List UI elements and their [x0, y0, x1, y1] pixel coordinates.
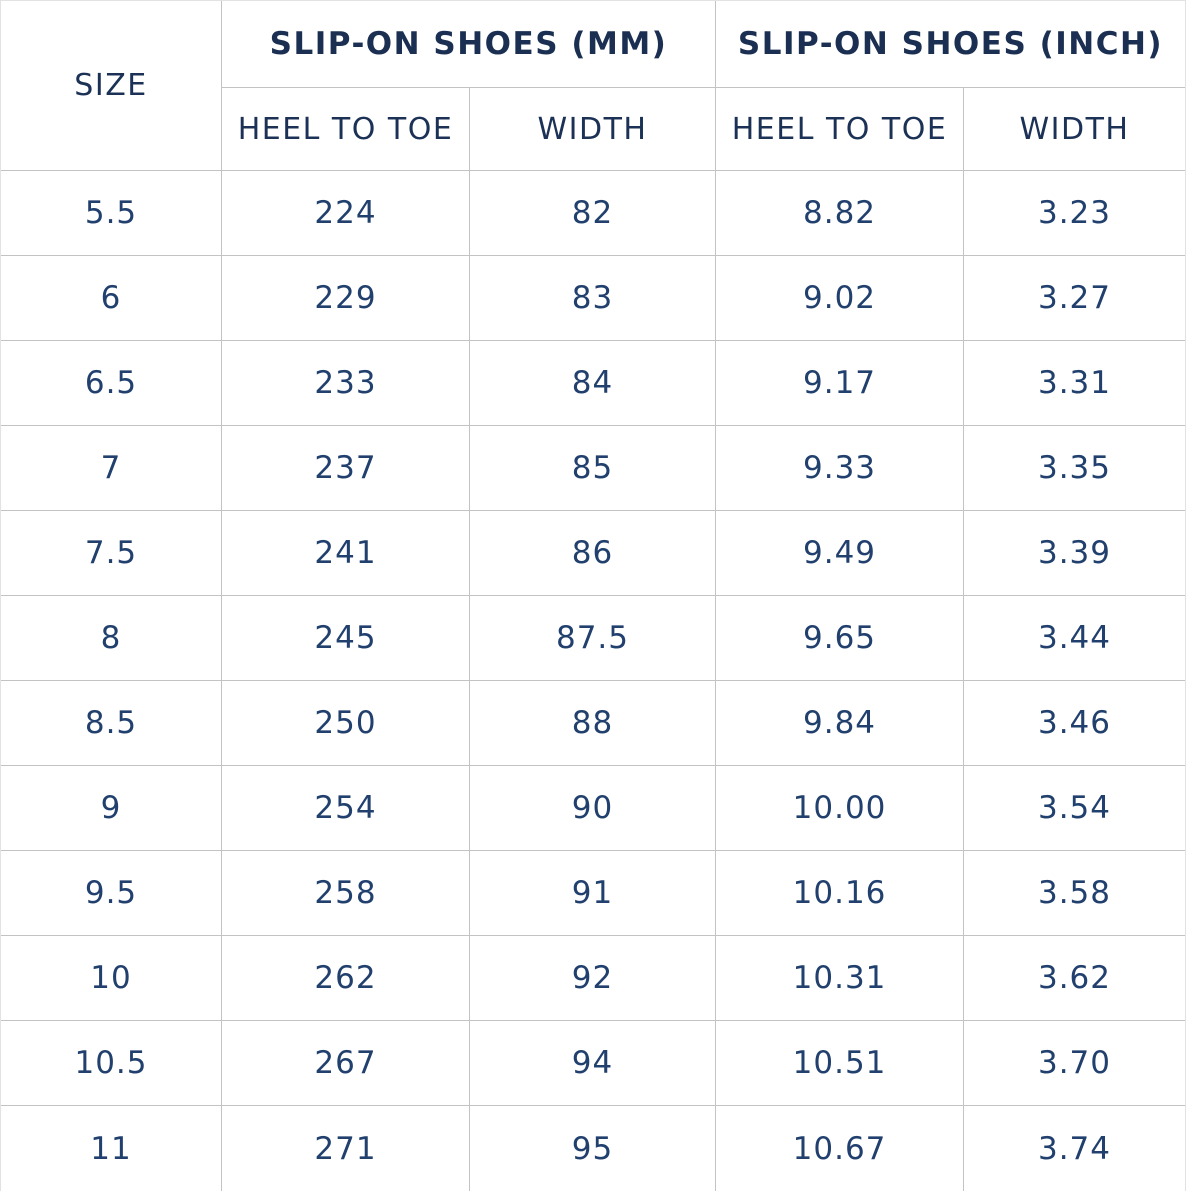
table-cell: 3.70	[964, 1021, 1185, 1106]
table-cell: 9.49	[716, 511, 965, 596]
table-row: 7.5 241 86 9.49 3.39	[1, 511, 1185, 596]
table-cell: 237	[222, 426, 470, 511]
table-cell: 9.65	[716, 596, 965, 681]
table-cell: 90	[470, 766, 717, 851]
table-row: 6.5 233 84 9.17 3.31	[1, 341, 1185, 426]
table-cell: 258	[222, 851, 470, 936]
table-cell: 3.35	[964, 426, 1185, 511]
size-cell: 11	[1, 1106, 222, 1191]
table-cell: 88	[470, 681, 717, 766]
subheader-mm-width: WIDTH	[470, 88, 717, 171]
table-cell: 3.62	[964, 936, 1185, 1021]
table-row: 5.5 224 82 8.82 3.23	[1, 171, 1185, 256]
table-row: 10 262 92 10.31 3.62	[1, 936, 1185, 1021]
header-sub-row: HEEL TO TOE WIDTH HEEL TO TOE WIDTH	[1, 88, 1185, 171]
table-cell: 10.16	[716, 851, 965, 936]
table-cell: 3.58	[964, 851, 1185, 936]
table-cell: 229	[222, 256, 470, 341]
size-cell: 10.5	[1, 1021, 222, 1106]
size-cell: 6	[1, 256, 222, 341]
table-row: 8 245 87.5 9.65 3.44	[1, 596, 1185, 681]
size-cell: 6.5	[1, 341, 222, 426]
table-cell: 91	[470, 851, 717, 936]
size-cell: 5.5	[1, 171, 222, 256]
table-row: 6 229 83 9.02 3.27	[1, 256, 1185, 341]
table-cell: 3.23	[964, 171, 1185, 256]
table-row: 8.5 250 88 9.84 3.46	[1, 681, 1185, 766]
table-cell: 10.31	[716, 936, 965, 1021]
header-group-mm: SLIP-ON SHOES (MM)	[222, 1, 717, 88]
table-cell: 241	[222, 511, 470, 596]
table-cell: 86	[470, 511, 717, 596]
table-cell: 10.67	[716, 1106, 965, 1191]
table-cell: 94	[470, 1021, 717, 1106]
table-cell: 9.84	[716, 681, 965, 766]
table-row: 11 271 95 10.67 3.74	[1, 1106, 1185, 1191]
table-row: 10.5 267 94 10.51 3.70	[1, 1021, 1185, 1106]
table-cell: 262	[222, 936, 470, 1021]
subheader-inch-heel-to-toe: HEEL TO TOE	[716, 88, 965, 171]
header-group-row: SIZE SLIP-ON SHOES (MM) SLIP-ON SHOES (I…	[1, 1, 1185, 171]
table-cell: 92	[470, 936, 717, 1021]
table-cell: 87.5	[470, 596, 717, 681]
table-cell: 245	[222, 596, 470, 681]
table-cell: 83	[470, 256, 717, 341]
table-cell: 10.51	[716, 1021, 965, 1106]
table-cell: 250	[222, 681, 470, 766]
table-cell: 3.46	[964, 681, 1185, 766]
size-cell: 10	[1, 936, 222, 1021]
header-size: SIZE	[1, 1, 222, 171]
header-group-inch: SLIP-ON SHOES (INCH)	[716, 1, 1185, 88]
table-cell: 267	[222, 1021, 470, 1106]
table-cell: 3.27	[964, 256, 1185, 341]
table-cell: 3.44	[964, 596, 1185, 681]
subheader-mm-heel-to-toe: HEEL TO TOE	[222, 88, 470, 171]
table-cell: 9.02	[716, 256, 965, 341]
size-cell: 7	[1, 426, 222, 511]
table-cell: 9.17	[716, 341, 965, 426]
table-cell: 95	[470, 1106, 717, 1191]
table-row: 9.5 258 91 10.16 3.58	[1, 851, 1185, 936]
table-cell: 9.33	[716, 426, 965, 511]
size-cell: 8	[1, 596, 222, 681]
size-cell: 9.5	[1, 851, 222, 936]
table-cell: 254	[222, 766, 470, 851]
table-cell: 85	[470, 426, 717, 511]
table-cell: 82	[470, 171, 717, 256]
subheader-inch-width: WIDTH	[964, 88, 1185, 171]
table-cell: 84	[470, 341, 717, 426]
table-row: 7 237 85 9.33 3.35	[1, 426, 1185, 511]
table-cell: 233	[222, 341, 470, 426]
table-cell: 3.31	[964, 341, 1185, 426]
table-row: 9 254 90 10.00 3.54	[1, 766, 1185, 851]
table-cell: 3.54	[964, 766, 1185, 851]
table-cell: 271	[222, 1106, 470, 1191]
table-cell: 3.39	[964, 511, 1185, 596]
table-cell: 8.82	[716, 171, 965, 256]
table-cell: 224	[222, 171, 470, 256]
table-cell: 3.74	[964, 1106, 1185, 1191]
size-cell: 7.5	[1, 511, 222, 596]
size-cell: 8.5	[1, 681, 222, 766]
size-cell: 9	[1, 766, 222, 851]
table-cell: 10.00	[716, 766, 965, 851]
